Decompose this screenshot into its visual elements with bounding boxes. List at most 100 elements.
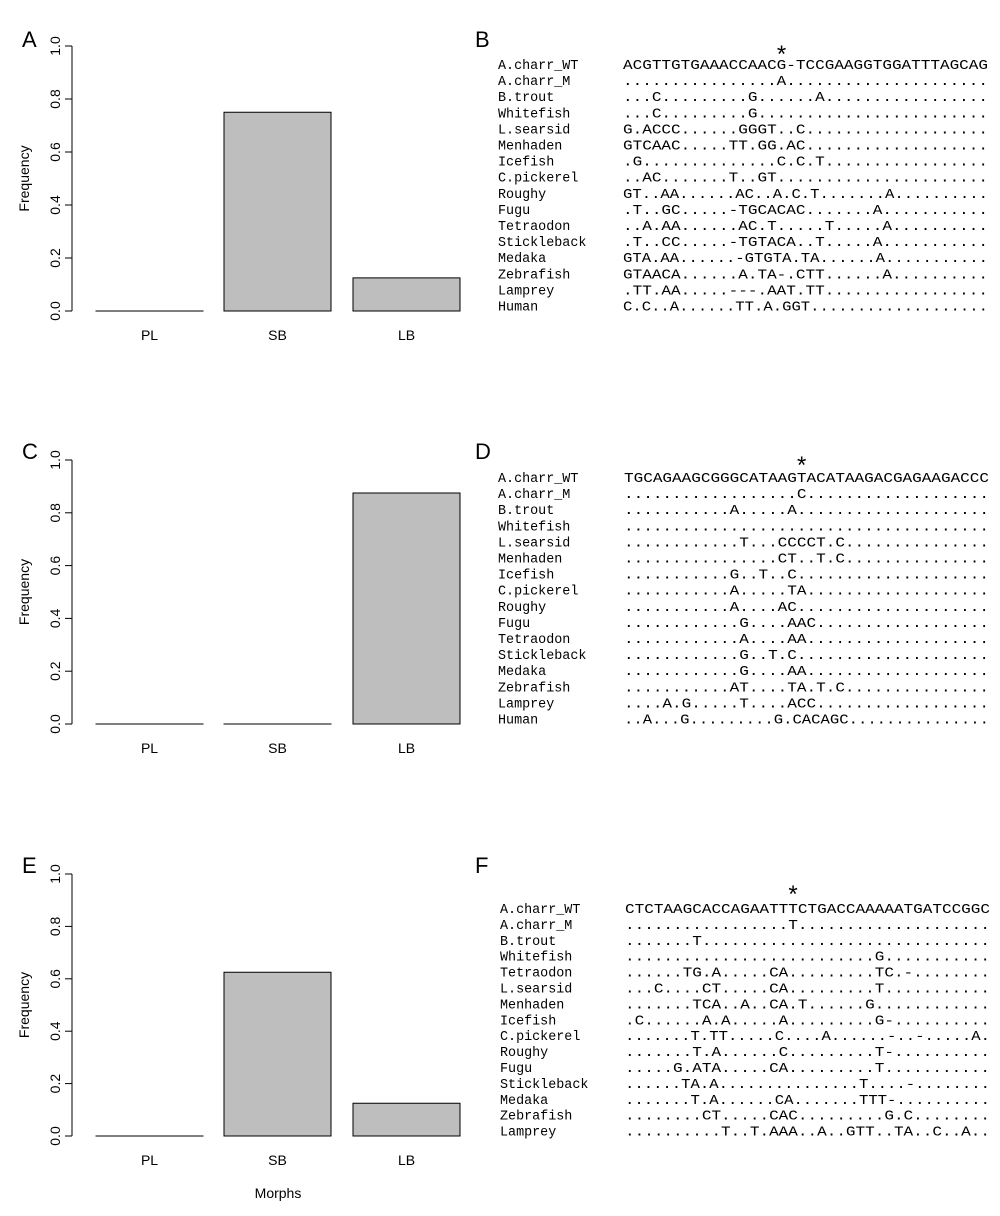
species-name: Stickleback <box>498 649 586 664</box>
species-name: Tetraodon <box>498 220 570 235</box>
species-name: Whitefish <box>498 107 570 122</box>
alignment-row: Menhaden GTCAAC.....TT.GG.AC.............… <box>498 140 988 155</box>
sequence: .G..............C.C.T................. <box>623 156 988 171</box>
bar-chart-E: E 0.0 0.2 0.4 0.6 0.8 1.0 Frequency PL SB LB Morphs <box>16 853 461 1201</box>
alignment-row: Lamprey ..........T..T.AAA..A..GTT..TA..C… <box>500 1126 990 1141</box>
species-name: Tetraodon <box>498 633 570 648</box>
alignment-F: F * A.charr_WT CTCTAAGCACCAGAATTTCTGACCAAAA… <box>475 853 990 1141</box>
sequence: ...C....CT.....CA.........T........... <box>625 983 990 998</box>
y-tick-label: 0.2 <box>47 248 63 268</box>
sequence: CTCTAAGCACCAGAATTTCTGACCAAAAATGATCCGGC <box>625 903 990 918</box>
species-name: Lamprey <box>498 284 554 299</box>
alignment-row: Menhaden ................CT..T.C.........… <box>498 553 989 568</box>
species-name: Fugu <box>498 617 530 632</box>
sequence: ...........G..T..C.................... <box>624 569 989 584</box>
mutation-marker: * <box>797 452 806 479</box>
sequence: ...C.........G........................ <box>623 107 988 122</box>
alignment-row: Stickleback ............G..T.C...........… <box>498 649 989 664</box>
sequence: ...........A....AC.................... <box>624 601 989 616</box>
sequence: ........CT.....CAC.........G.C........ <box>625 1110 990 1125</box>
species-name: Roughy <box>498 188 546 203</box>
x-tick-label: LB <box>398 740 415 756</box>
alignment-row: C.pickerel ..AC.......T..GT..............… <box>498 172 988 187</box>
alignment-row: A.charr_WT ACGTTGTGAAACCAACG-TCCGAAGGTGGA… <box>498 59 988 74</box>
sequence: ...........AT....TA.T.C............... <box>624 681 989 696</box>
x-tick-label: LB <box>398 1152 415 1168</box>
species-name: A.charr_M <box>498 488 570 503</box>
species-name: B.trout <box>500 935 556 950</box>
bar-LB <box>352 492 461 725</box>
sequence: ......TG.A.....CA.........TC.-........ <box>625 967 990 982</box>
sequence: ACGTTGTGAAACCAACG-TCCGAAGGTGGATTTAGCAG <box>623 59 988 74</box>
species-name: Fugu <box>498 204 530 219</box>
alignment-row: Human ..A...G.........G.CACAGC...........… <box>498 714 989 729</box>
species-name: C.pickerel <box>498 172 578 187</box>
sequence: ...........A.....A.................... <box>624 504 989 519</box>
alignment-row: A.charr_M ..................C............… <box>498 488 989 503</box>
sequence: TGCAGAAGCGGGCATAAGTACATAAGACGAGAAGACCC <box>624 472 989 487</box>
species-name: L.searsid <box>500 983 572 998</box>
species-name: Roughy <box>500 1046 548 1061</box>
x-tick-label: SB <box>268 327 287 343</box>
mutation-marker: * <box>777 41 786 68</box>
x-tick-label: PL <box>141 740 158 756</box>
species-name: Fugu <box>500 1062 532 1077</box>
bar-chart-A: A 0.0 0.2 0.4 0.6 0.8 1.0 Frequency PL SB LB <box>16 27 461 343</box>
alignment-row: Medaka ............G....AA...............… <box>498 665 989 680</box>
alignment-row: Zebrafish GTAACA......A.TA-.CTT......A...… <box>498 268 988 283</box>
alignment-row: Zebrafish ...........AT....TA.T.C........… <box>498 681 989 696</box>
species-name: Icefish <box>498 156 554 171</box>
y-tick-label: 0.2 <box>47 661 63 681</box>
species-name: Lamprey <box>500 1126 556 1141</box>
sequence: ...C.........G......A................. <box>623 91 988 106</box>
sequence: .C......A.A.....A.........G-.......... <box>625 1014 990 1029</box>
y-tick-label: 0.0 <box>47 301 63 321</box>
species-name: C.pickerel <box>498 585 578 600</box>
sequence: .......T.............................. <box>625 935 990 950</box>
sequence: ..........................G........... <box>625 951 990 966</box>
y-tick-label: 0.0 <box>47 1126 63 1146</box>
alignment-row: L.searsid ...C....CT.....CA.........T....… <box>500 983 990 998</box>
bar-LB <box>352 1102 461 1137</box>
species-name: A.charr_WT <box>498 59 578 74</box>
y-tick-label: 0.8 <box>47 89 63 109</box>
sequence: .......TCA..A..CA.T......G............ <box>625 998 990 1013</box>
sequence: ......TA.A...............T....-........ <box>625 1078 990 1093</box>
y-tick-label: 0.8 <box>47 503 63 523</box>
species-name: Whitefish <box>498 520 570 535</box>
sequence: .......T.TT.....C....A......-..-.....A. <box>625 1030 990 1045</box>
mutation-marker: * <box>788 881 797 908</box>
alignment-row: C.pickerel .......T.TT.....C....A......-.… <box>500 1030 990 1045</box>
alignment-row: Menhaden .......TCA..A..CA.T......G......… <box>500 998 990 1013</box>
alignment-row: B.trout ...........A.....A...............… <box>498 504 989 519</box>
panel-letter-B: B <box>475 27 490 52</box>
species-name: Medaka <box>498 252 546 267</box>
species-name: B.trout <box>498 91 554 106</box>
y-tick-label: 0.6 <box>47 969 63 989</box>
alignment-row: Medaka .......T.A......CA.......TTT-.....… <box>500 1094 990 1109</box>
alignment-row: L.searsid G.ACCC......GGGT..C............… <box>498 123 988 138</box>
species-name: L.searsid <box>498 536 570 551</box>
species-name: Menhaden <box>500 998 564 1013</box>
alignment-row: Tetraodon ......TG.A.....CA.........TC.-.… <box>500 967 990 982</box>
sequence: .T..GC.....-TGCACAC.......A........... <box>623 204 988 219</box>
alignment-row: A.charr_WT TGCAGAAGCGGGCATAAGTACATAAGACGA… <box>498 472 989 487</box>
panel-letter-A: A <box>22 27 37 52</box>
x-tick-label: PL <box>141 1152 158 1168</box>
alignment-row: Icefish .C......A.A.....A.........G-.....… <box>500 1014 990 1029</box>
sequence: ............A....AA................... <box>624 633 989 648</box>
species-name: Stickleback <box>498 236 586 251</box>
bar-SB <box>223 971 332 1137</box>
alignment-B: B * A.charr_WT ACGTTGTGAAACCAACG-TCCGAAGGTG… <box>475 27 988 316</box>
bar-chart-C: C 0.0 0.2 0.4 0.6 0.8 1.0 Frequency PL SB LB <box>16 439 461 756</box>
y-tick-label: 0.4 <box>47 1021 63 1041</box>
y-tick-label: 0.2 <box>47 1074 63 1094</box>
species-name: A.charr_WT <box>500 903 580 918</box>
species-name: Medaka <box>498 665 546 680</box>
sequence: .T..CC.....-TGTACA..T.....A........... <box>623 236 988 251</box>
sequence: GTCAAC.....TT.GG.AC................... <box>623 140 988 155</box>
species-name: Medaka <box>500 1094 548 1109</box>
y-tick-label: 0.0 <box>47 714 63 734</box>
y-axis-title: Frequency <box>16 559 32 625</box>
sequence: ..A.AA......AC.T.....T.....A.......... <box>623 220 988 235</box>
